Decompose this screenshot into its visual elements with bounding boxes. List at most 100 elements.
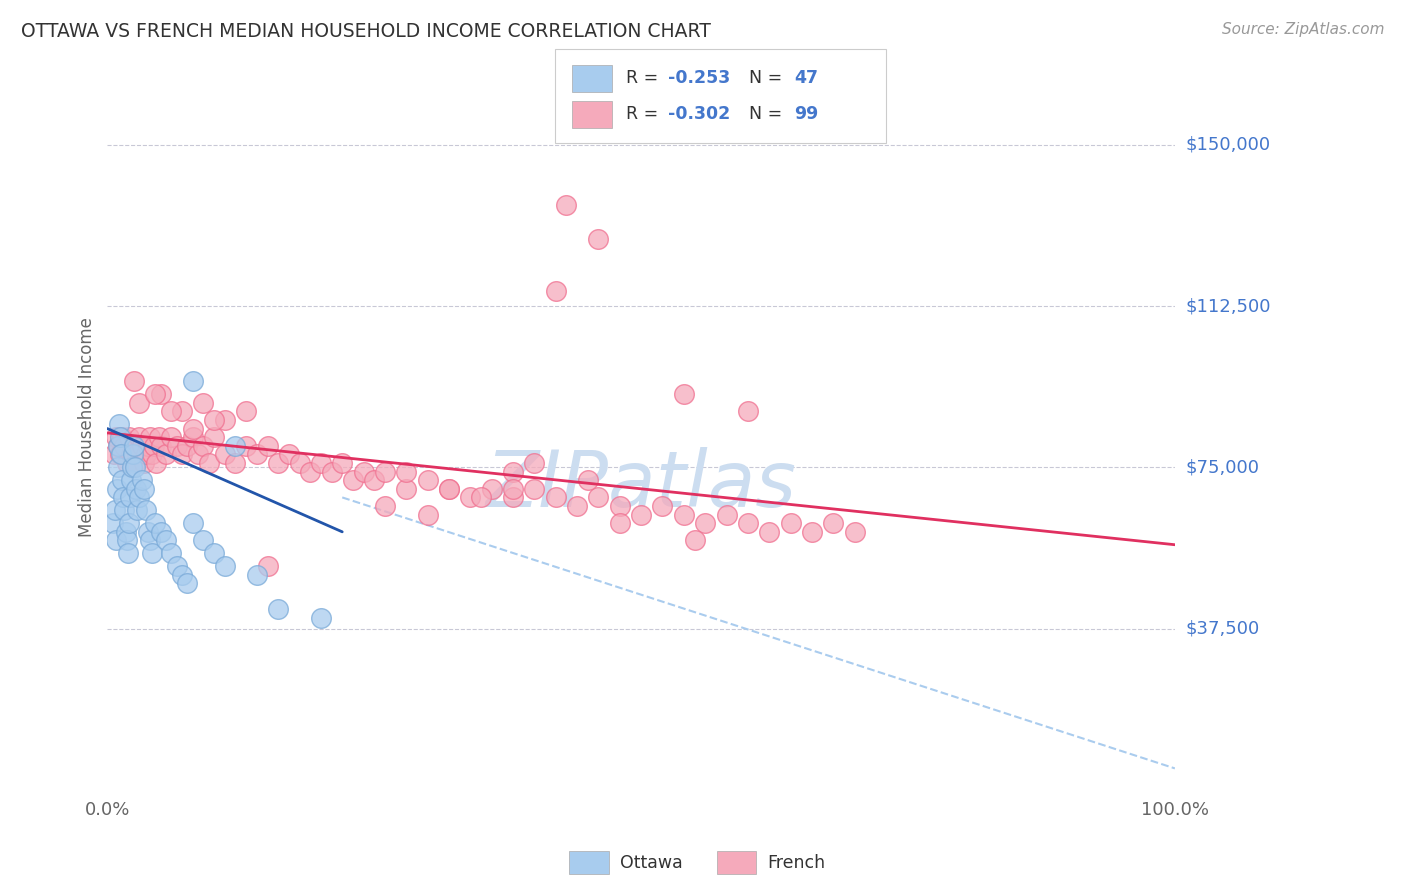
Text: -0.253: -0.253 xyxy=(668,70,730,87)
Point xyxy=(155,447,177,461)
Point xyxy=(181,374,204,388)
Text: $75,000: $75,000 xyxy=(1187,458,1260,476)
Point xyxy=(135,503,157,517)
Point xyxy=(132,482,155,496)
Point xyxy=(523,482,546,496)
Point xyxy=(202,546,225,560)
Point xyxy=(800,524,823,539)
Point xyxy=(672,508,695,522)
Point xyxy=(214,559,236,574)
Point xyxy=(544,284,567,298)
Point xyxy=(342,473,364,487)
Point xyxy=(131,473,153,487)
Point xyxy=(181,430,204,444)
Point xyxy=(198,456,221,470)
Point xyxy=(128,396,150,410)
Point xyxy=(416,473,439,487)
Point xyxy=(128,491,150,505)
Point xyxy=(214,413,236,427)
Point xyxy=(181,516,204,531)
Point xyxy=(246,447,269,461)
Point xyxy=(181,421,204,435)
Point xyxy=(267,602,290,616)
Point xyxy=(160,546,183,560)
Point xyxy=(844,524,866,539)
Point xyxy=(132,456,155,470)
Point xyxy=(160,430,183,444)
Point xyxy=(695,516,717,531)
Point xyxy=(107,460,129,475)
Point xyxy=(124,460,146,475)
Point xyxy=(309,456,332,470)
Point xyxy=(523,456,546,470)
Point xyxy=(224,439,246,453)
Point xyxy=(502,482,524,496)
Point xyxy=(460,491,482,505)
Point xyxy=(103,447,125,461)
Point xyxy=(117,546,139,560)
Text: 47: 47 xyxy=(794,70,818,87)
Point xyxy=(166,559,188,574)
Point xyxy=(145,387,167,401)
Point xyxy=(481,482,503,496)
Point xyxy=(101,516,124,531)
Point xyxy=(588,232,610,246)
Point xyxy=(172,567,194,582)
Text: R =: R = xyxy=(626,105,664,123)
Point xyxy=(288,456,311,470)
Point xyxy=(143,439,166,453)
Point xyxy=(437,482,460,496)
Point xyxy=(149,387,172,401)
Point xyxy=(125,482,148,496)
Point xyxy=(118,516,141,531)
Point xyxy=(114,524,136,539)
Point xyxy=(202,430,225,444)
Point xyxy=(127,447,149,461)
Point xyxy=(127,503,149,517)
Point xyxy=(104,533,127,548)
Point xyxy=(120,473,142,487)
Point xyxy=(122,374,145,388)
Point xyxy=(120,447,142,461)
Point xyxy=(114,439,136,453)
Point xyxy=(193,533,215,548)
Point xyxy=(235,404,257,418)
Y-axis label: Median Household Income: Median Household Income xyxy=(79,317,96,537)
Point xyxy=(122,439,145,453)
Point xyxy=(176,439,198,453)
Point xyxy=(135,447,157,461)
Point xyxy=(131,439,153,453)
Text: 99: 99 xyxy=(794,105,818,123)
Text: French: French xyxy=(768,854,825,871)
Text: -0.302: -0.302 xyxy=(668,105,730,123)
Point xyxy=(139,533,162,548)
Point xyxy=(118,430,141,444)
Point xyxy=(149,439,172,453)
Text: N =: N = xyxy=(738,70,787,87)
Point xyxy=(122,447,145,461)
Point xyxy=(716,508,738,522)
Point xyxy=(374,465,396,479)
Point xyxy=(108,447,131,461)
Text: OTTAWA VS FRENCH MEDIAN HOUSEHOLD INCOME CORRELATION CHART: OTTAWA VS FRENCH MEDIAN HOUSEHOLD INCOME… xyxy=(21,22,711,41)
Text: Source: ZipAtlas.com: Source: ZipAtlas.com xyxy=(1222,22,1385,37)
Point xyxy=(112,491,135,505)
Point xyxy=(544,491,567,505)
Point xyxy=(193,439,215,453)
Point xyxy=(128,430,150,444)
Point xyxy=(104,430,127,444)
Point xyxy=(395,465,418,479)
Point xyxy=(115,456,138,470)
Point xyxy=(395,482,418,496)
Point xyxy=(256,559,278,574)
Point xyxy=(630,508,652,522)
Point xyxy=(149,524,172,539)
Point xyxy=(609,516,631,531)
Point xyxy=(823,516,845,531)
Point xyxy=(683,533,706,548)
Point xyxy=(145,456,167,470)
Point xyxy=(136,524,159,539)
Point xyxy=(108,430,131,444)
Point xyxy=(235,439,257,453)
Point xyxy=(502,465,524,479)
